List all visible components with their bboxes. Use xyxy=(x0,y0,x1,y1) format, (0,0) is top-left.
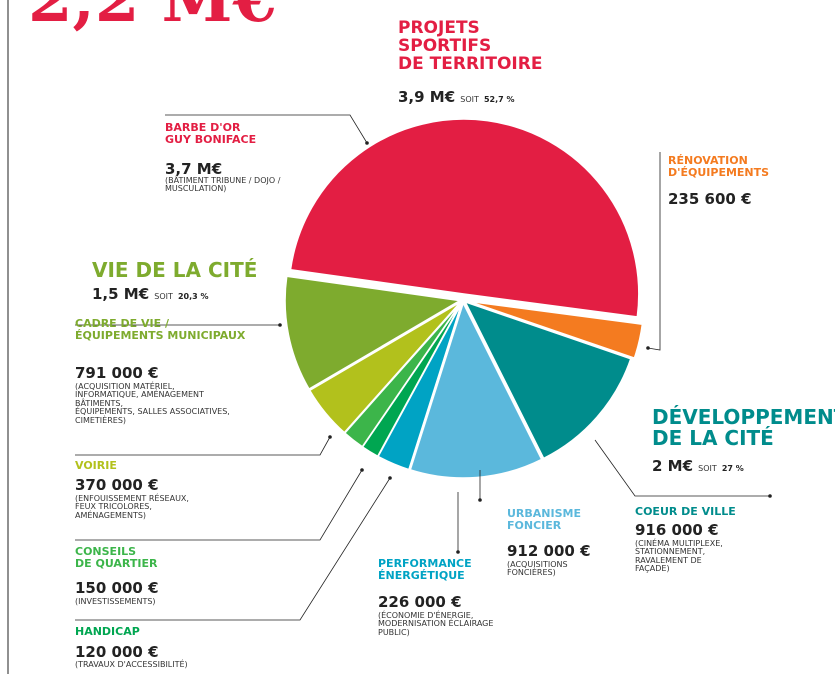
leader-dot xyxy=(646,346,650,350)
detail-label: (TRAVAUX D'ACCESSIBILITÉ) xyxy=(75,660,188,669)
category-label: CONSEILS DE QUARTIER xyxy=(75,545,158,571)
category-label: RÉNOVATION D'ÉQUIPEMENTS xyxy=(668,154,770,180)
detail-label: (INVESTISSEMENTS) xyxy=(75,597,156,606)
chart-title: 2,2 M€ xyxy=(28,0,277,37)
leader-dot xyxy=(365,141,369,145)
detail-label: (ENFOUISSEMENT RÉSEAUX, FEUX TRICOLORES,… xyxy=(75,494,189,520)
leader-line xyxy=(75,477,391,621)
group-total: 2 M€ xyxy=(652,457,694,475)
pie-slice xyxy=(409,301,543,479)
group-soit: SOIT xyxy=(154,292,173,301)
group-soit: SOIT xyxy=(698,464,717,473)
detail-label: (ACQUISITIONS FONCIÈRES) xyxy=(507,560,568,578)
detail-label: (ACQUISITION MATÉRIEL, INFORMATIQUE, AMÉ… xyxy=(75,382,230,425)
category-label: VOIRIE xyxy=(75,459,117,472)
category-label: BARBE D'OR GUY BONIFACE xyxy=(165,121,257,147)
category-label: COEUR DE VILLE xyxy=(635,505,736,518)
value-label: 370 000 € xyxy=(75,476,159,494)
category-label: HANDICAP xyxy=(75,625,140,638)
value-label: 120 000 € xyxy=(75,643,159,661)
group-name: VIE DE LA CITÉ xyxy=(92,258,258,282)
value-label: 150 000 € xyxy=(75,579,159,597)
leader-dot xyxy=(456,550,460,554)
leader-dot xyxy=(278,323,282,327)
group-name: PROJETS SPORTIFS DE TERRITOIRE xyxy=(398,18,543,74)
group-total-line: 1,5 M€ SOIT 20,3 % xyxy=(92,285,209,303)
detail-label: (ÉCONOMIE D'ÉNERGIE, MODERNISATION ÉCLAI… xyxy=(378,611,494,637)
group-share: 52,7 % xyxy=(483,95,515,104)
detail-label: (CINÉMA MULTIPLEXE, STATIONNEMENT, RAVAL… xyxy=(635,539,723,574)
pie-slice xyxy=(308,301,462,434)
leader-dot xyxy=(478,498,482,502)
leader-line xyxy=(75,469,363,541)
value-label: 916 000 € xyxy=(635,521,719,539)
category-label: CADRE DE VIE / ÉQUIPEMENTS MUNICIPAUX xyxy=(75,317,246,343)
value-label: 912 000 € xyxy=(507,542,591,560)
leader-line xyxy=(594,439,770,497)
group-soit: SOIT xyxy=(460,95,479,104)
value-label: 235 600 € xyxy=(668,190,752,208)
leader-line xyxy=(75,436,331,456)
category-label: URBANISME FONCIER xyxy=(507,507,581,533)
group-total: 3,9 M€ xyxy=(398,88,456,106)
leader-line xyxy=(647,152,661,351)
value-label: 3,7 M€ xyxy=(165,160,223,178)
pie-slice xyxy=(463,300,632,460)
group-total: 1,5 M€ xyxy=(92,285,150,303)
group-share: 27 % xyxy=(721,464,744,473)
leader-dot xyxy=(360,468,364,472)
value-label: 791 000 € xyxy=(75,364,159,382)
pie-slice xyxy=(289,118,640,318)
group-total-line: 2 M€ SOIT 27 % xyxy=(652,457,744,475)
detail-label: (BÂTIMENT TRIBUNE / DOJO / MUSCULATION) xyxy=(165,176,281,194)
leader-dot xyxy=(768,494,772,498)
leader-dot xyxy=(328,435,332,439)
pie-slice xyxy=(284,275,463,391)
pie-slice xyxy=(468,300,644,360)
group-total-line: 3,9 M€ SOIT 52,7 % xyxy=(398,88,515,106)
leader-dot xyxy=(388,476,392,480)
group-share: 20,3 % xyxy=(177,292,209,301)
value-label: 226 000 € xyxy=(378,593,462,611)
category-label: PERFORMANCE ÉNERGÉTIQUE xyxy=(378,557,472,583)
leader-line xyxy=(165,114,368,144)
group-name: DÉVELOPPEMENT DE LA CITÉ xyxy=(652,405,835,450)
